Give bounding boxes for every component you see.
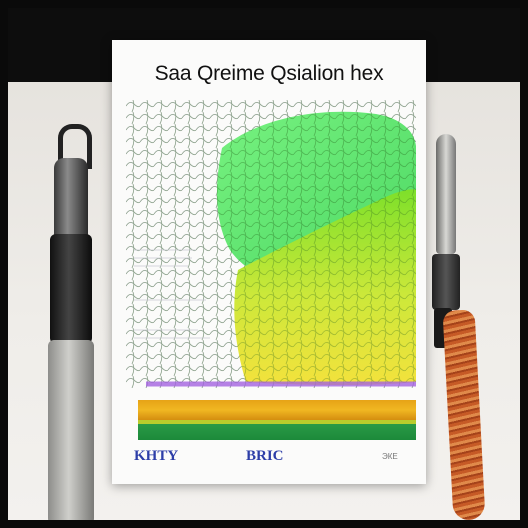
orange-band <box>138 400 416 420</box>
right-pen-band <box>432 254 460 310</box>
left-hatch <box>134 249 210 339</box>
left-pen <box>40 124 100 520</box>
left-pen-barrel <box>48 340 94 520</box>
footer-label-left: KHTY <box>134 448 179 464</box>
right-pen-wood <box>442 309 486 520</box>
poster-title: Saa Qreime Qsialion hex <box>154 62 384 85</box>
left-pen-grip <box>50 234 92 344</box>
lime-band <box>138 420 416 424</box>
footer-label-right: ЭКЕ <box>382 452 398 461</box>
right-pen <box>428 134 488 520</box>
color-bands <box>138 400 416 440</box>
right-pen-tip <box>436 134 456 254</box>
photo-frame: Saa Qreime Qsialion hex <box>8 8 520 520</box>
printed-poster: Saa Qreime Qsialion hex <box>112 40 426 484</box>
left-pen-cap <box>54 158 88 238</box>
poster-map-graphic <box>126 100 416 388</box>
map-svg <box>126 100 416 388</box>
left-pen-clip <box>58 124 92 169</box>
green-band <box>138 424 416 440</box>
footer-label-mid: BRIC <box>246 448 284 464</box>
